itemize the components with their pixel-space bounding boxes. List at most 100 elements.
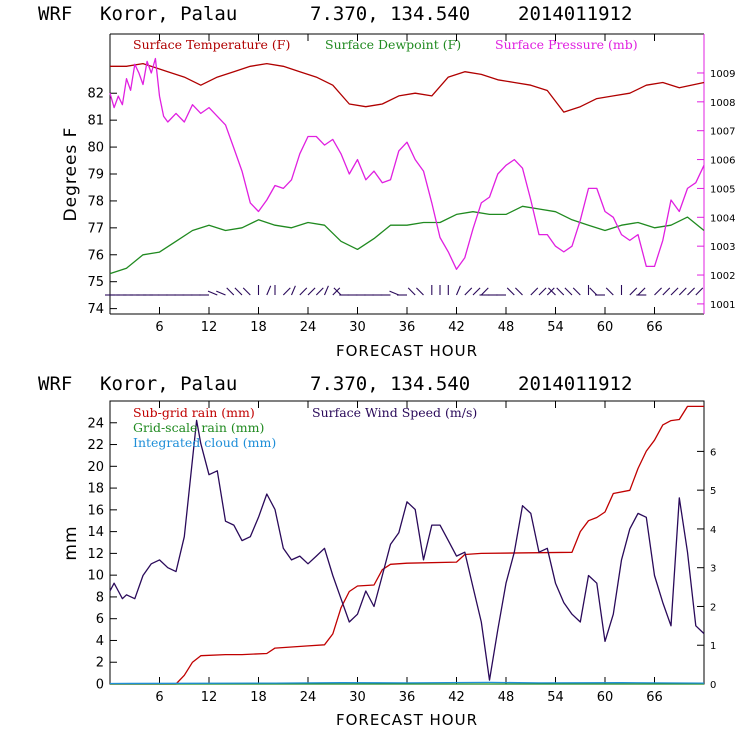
- wind-barbs: [105, 285, 704, 296]
- x-tick-label: 48: [498, 690, 515, 705]
- wind-barb: [464, 287, 473, 296]
- y-tick-label: 14: [87, 525, 104, 540]
- x-tick-label: 54: [547, 320, 564, 335]
- x-tick-label: 12: [201, 690, 218, 705]
- wind-barb: [538, 287, 547, 296]
- y-tick-label: 10: [87, 569, 104, 584]
- x-tick-label: 48: [498, 320, 515, 335]
- x-tick-label: 6: [155, 320, 163, 335]
- bottom-ylabel: mm: [61, 525, 81, 560]
- header-model: WRF: [38, 3, 72, 25]
- panel-bottom-header: WRF Koror, Palau 7.370, 134.540 20140119…: [38, 373, 632, 395]
- x-tick-label: 18: [250, 690, 267, 705]
- y-tick-label: 75: [87, 275, 104, 290]
- right-tick-label: 0: [710, 680, 716, 691]
- wind-barb: [548, 287, 556, 296]
- wind-barb: [530, 287, 539, 296]
- top-x-axis: 6 12 18 24 30 36 42 48 54 60 66: [155, 34, 663, 335]
- right-tick-label: 1004: [710, 213, 735, 224]
- wind-barb: [389, 290, 400, 296]
- panel-top-header: WRF Koror, Palau 7.370, 134.540 20140119…: [38, 3, 632, 25]
- series-line-surface-pressure: [109, 57, 705, 270]
- y-tick-label: 0: [96, 678, 104, 693]
- y-tick-label: 76: [87, 248, 104, 263]
- wind-barb: [299, 287, 308, 296]
- wind-barb: [416, 287, 424, 296]
- wind-barb: [546, 287, 555, 296]
- y-tick-label: 6: [96, 612, 104, 627]
- top-ylabel: Degrees F: [61, 127, 81, 222]
- series-line-surface-dewpoint: [109, 205, 705, 275]
- right-tick-label: 1006: [710, 156, 735, 167]
- header-run: 2014011912: [518, 3, 632, 25]
- y-tick-label: 74: [87, 302, 104, 317]
- y-tick-label: 20: [87, 460, 104, 475]
- wind-barb: [266, 285, 272, 296]
- wind-barb: [226, 287, 235, 296]
- wind-barb: [332, 287, 341, 296]
- wind-barb: [654, 287, 662, 296]
- series-line-surface-wind-speed: [109, 419, 705, 681]
- right-tick-label: 4: [710, 525, 716, 536]
- wind-barb: [605, 287, 614, 296]
- right-tick-label: 2: [710, 602, 716, 613]
- right-tick-label: 1007: [710, 127, 735, 138]
- top-plot-lines: [109, 57, 705, 275]
- wind-barb: [572, 287, 581, 296]
- wind-barb: [480, 287, 489, 296]
- bottom-plot-lines: [109, 405, 705, 685]
- wind-barb: [629, 287, 638, 296]
- wind-barb: [455, 285, 461, 296]
- y-tick-label: 82: [87, 87, 104, 102]
- wind-barb: [556, 287, 565, 296]
- header-model: WRF: [38, 373, 72, 395]
- right-tick-label: 5: [710, 486, 716, 497]
- right-tick-label: 1: [710, 641, 716, 652]
- x-tick-label: 42: [448, 690, 465, 705]
- wind-barb: [687, 287, 695, 296]
- wind-barb: [290, 285, 296, 296]
- right-tick-label: 1003: [710, 242, 735, 253]
- bottom-y-axis-right: 0 1 2 3 4 5 6: [697, 447, 716, 691]
- x-tick-label: 12: [201, 320, 218, 335]
- wind-barb: [589, 287, 598, 296]
- y-tick-label: 2: [96, 656, 104, 671]
- wind-barb: [242, 287, 251, 296]
- wind-barb: [282, 287, 291, 296]
- legend-pressure: Surface Pressure (mb): [495, 37, 638, 52]
- y-tick-label: 80: [87, 141, 104, 156]
- wind-barb: [637, 287, 646, 296]
- x-tick-label: 60: [597, 690, 614, 705]
- wind-barb: [564, 287, 573, 296]
- right-tick-label: 6: [710, 447, 716, 458]
- wind-barb: [207, 290, 218, 296]
- wind-barb: [472, 287, 481, 296]
- y-tick-label: 77: [87, 221, 104, 236]
- series-line-sub-grid-rain: [110, 405, 704, 685]
- wind-barb: [307, 287, 316, 296]
- wind-barb: [216, 290, 226, 296]
- right-tick-label: 3: [710, 564, 716, 575]
- right-tick-label: 1008: [710, 98, 735, 109]
- header-coords: 7.370, 134.540: [310, 373, 470, 395]
- x-tick-label: 24: [300, 690, 317, 705]
- x-tick-label: 30: [349, 320, 366, 335]
- top-legend: Surface Temperature (F) Surface Dewpoint…: [133, 37, 638, 52]
- x-tick-label: 6: [155, 690, 163, 705]
- wind-barb: [333, 287, 342, 296]
- bottom-xlabel: FORECAST HOUR: [336, 711, 478, 729]
- wind-barb: [678, 287, 687, 296]
- bottom-legend: Sub-grid rain (mm) Surface Wind Speed (m…: [133, 405, 477, 450]
- wind-barb: [315, 287, 324, 296]
- header-run: 2014011912: [518, 373, 632, 395]
- legend-dewpoint: Surface Dewpoint (F): [325, 37, 461, 52]
- header-location: Koror, Palau: [100, 373, 237, 395]
- y-tick-label: 8: [96, 590, 104, 605]
- right-tick-label: 1001: [710, 300, 735, 311]
- x-tick-label: 18: [250, 320, 267, 335]
- legend-wind-speed: Surface Wind Speed (m/s): [312, 405, 477, 420]
- panel-bottom: WRF Koror, Palau 7.370, 134.540 20140119…: [38, 373, 716, 729]
- y-tick-label: 78: [87, 194, 104, 209]
